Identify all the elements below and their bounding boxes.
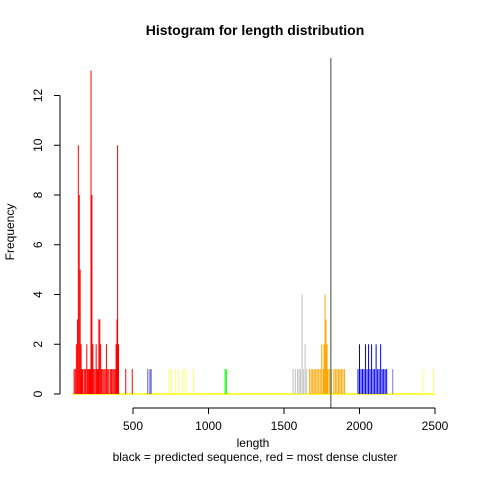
chart-subtitle: black = predicted sequence, red = most d… [113,450,398,464]
x-tick-label: 2500 [422,419,449,433]
x-tick-label: 2000 [346,419,373,433]
y-axis-label: Frequency [3,204,17,261]
y-tick-label: 2 [31,341,45,348]
y-tick-label: 6 [31,241,45,248]
x-tick-label: 1500 [271,419,298,433]
x-tick-label: 1000 [195,419,222,433]
y-tick-label: 10 [31,138,45,152]
y-tick-label: 4 [31,291,45,298]
x-tick-label: 500 [123,419,143,433]
y-tick-label: 0 [31,390,45,397]
y-tick-label: 8 [31,191,45,198]
plot-area: 500 1000 1500 2000 2500 0 2 4 6 8 10 12 [31,58,449,433]
chart-title: Histogram for length distribution [146,22,365,38]
x-axis-label: length [237,436,270,450]
y-tick-label: 12 [31,89,45,103]
